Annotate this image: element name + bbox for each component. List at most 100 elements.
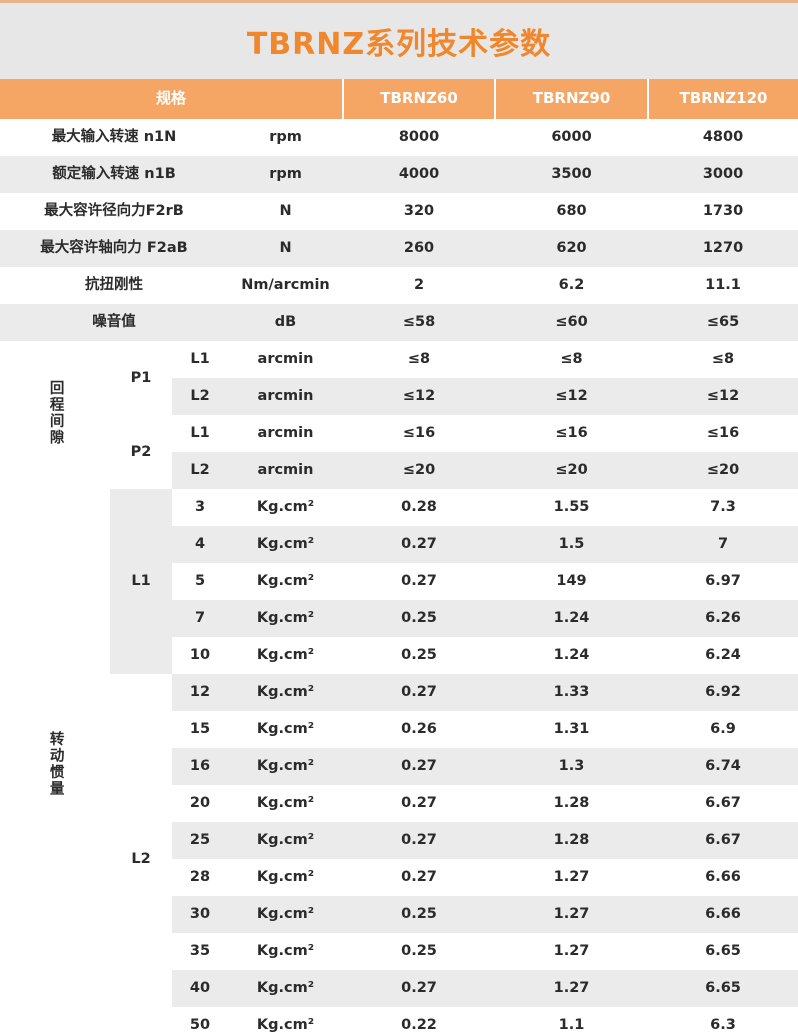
inertia-value-cell: 6.66 [648,896,798,933]
param-unit-cell: rpm [228,156,344,193]
inertia-value-cell: 0.27 [343,785,496,822]
inertia-ratio-cell: 3 [172,489,228,526]
inertia-value-cell: 6.66 [648,859,798,896]
inertia-unit-cell: Kg.cm² [228,822,344,859]
table-body: 最大输入转速 n1N rpm 8000 6000 4800 额定输入转速 n1B rpm 40… [0,119,798,1035]
inertia-unit-cell: Kg.cm² [228,1007,344,1035]
backlash-stage-cell: L2 [172,378,228,415]
inertia-ratio-cell: 7 [172,600,228,637]
inertia-unit-cell: Kg.cm² [228,748,344,785]
inertia-ratio-cell: 30 [172,896,228,933]
inertia-value-cell: 1.5 [495,526,649,563]
param-value-cell: 320 [343,193,496,230]
param-value-cell: 8000 [343,119,496,156]
param-value-cell: 6.2 [495,267,649,304]
param-value-cell: 1730 [648,193,798,230]
backlash-unit-cell: arcmin [228,452,344,489]
inertia-unit-cell: Kg.cm² [228,674,344,711]
inertia-value-cell: 1.27 [495,933,649,970]
param-value-cell: ≤60 [495,304,649,341]
param-unit-cell: N [228,230,344,267]
backlash-precision-label: P1 [110,341,172,415]
param-unit-cell: dB [228,304,344,341]
table-row: 最大容许径向力F2rB N 320 680 1730 [0,193,798,230]
inertia-value-cell: 6.74 [648,748,798,785]
backlash-group-label: 回程间隙 [0,341,110,489]
table-row: 10 Kg.cm² 0.25 1.24 6.24 [0,637,798,674]
table-row: 回程间隙 P1 L1 arcmin ≤8 ≤8 ≤8 [0,341,798,489]
inertia-value-cell: 0.25 [343,600,496,637]
param-value-cell: 4000 [343,156,496,193]
inertia-group-label: 转动惯量 [0,489,110,1035]
inertia-value-cell: 1.1 [495,1007,649,1035]
param-name-cell: 最大容许径向力F2rB [0,193,228,230]
backlash-precision-label: P2 [110,415,172,489]
inertia-ratio-cell: 5 [172,563,228,600]
inertia-unit-cell: Kg.cm² [228,896,344,933]
inertia-value-cell: 6.97 [648,563,798,600]
table-row: 15 Kg.cm² 0.26 1.31 6.9 [0,711,798,748]
inertia-value-cell: 0.27 [343,748,496,785]
inertia-value-cell: 6.65 [648,970,798,1007]
backlash-stage-cell: L2 [172,452,228,489]
table-row: 抗扭刚性 Nm/arcmin 2 6.2 11.1 [0,267,798,304]
inertia-value-cell: 0.27 [343,822,496,859]
inertia-value-cell: 1.27 [495,859,649,896]
param-value-cell: ≤58 [343,304,496,341]
param-value-cell: 4800 [648,119,798,156]
inertia-value-cell: 1.3 [495,748,649,785]
table-row: 5 Kg.cm² 0.27 149 6.97 [0,563,798,600]
inertia-value-cell: 6.9 [648,711,798,748]
table-header-row: 规格 TBRNZ60 TBRNZ90 TBRNZ120 [0,79,798,119]
inertia-ratio-cell: 12 [172,674,228,711]
param-unit-cell: N [228,193,344,230]
backlash-value-cell: ≤16 [343,415,496,452]
table-row: 最大输入转速 n1N rpm 8000 6000 4800 [0,119,798,156]
inertia-value-cell: 6.26 [648,600,798,637]
param-name-cell: 抗扭刚性 [0,267,228,304]
table-row: 40 Kg.cm² 0.27 1.27 6.65 [0,970,798,1007]
table-row: 20 Kg.cm² 0.27 1.28 6.67 [0,785,798,822]
inertia-ratio-cell: 10 [172,637,228,674]
inertia-value-cell: 1.27 [495,896,649,933]
inertia-ratio-cell: 20 [172,785,228,822]
inertia-unit-cell: Kg.cm² [228,526,344,563]
backlash-stage-cell: L1 [172,415,228,452]
inertia-value-cell: 1.24 [495,637,649,674]
inertia-unit-cell: Kg.cm² [228,489,344,526]
table-row: 35 Kg.cm² 0.25 1.27 6.65 [0,933,798,970]
top-accent-rule [0,0,798,3]
backlash-value-cell: ≤16 [648,415,798,452]
backlash-value-cell: ≤20 [495,452,649,489]
table-row: L2 arcmin ≤12 ≤12 ≤12 [0,378,798,415]
technical-parameters-table: 规格 TBRNZ60 TBRNZ90 TBRNZ120 最大输入转速 n1N rp… [0,79,798,1035]
table-header: 规格 TBRNZ60 TBRNZ90 TBRNZ120 [0,79,798,119]
table-row: P2 L1 arcmin ≤16 ≤16 ≤16 [0,415,798,489]
table-row: 7 Kg.cm² 0.25 1.24 6.26 [0,600,798,637]
inertia-value-cell: 6.92 [648,674,798,711]
inertia-value-cell: 1.27 [495,970,649,1007]
inertia-unit-cell: Kg.cm² [228,600,344,637]
inertia-value-cell: 1.28 [495,822,649,859]
table-row: L2 12 Kg.cm² 0.27 1.33 6.92 [0,674,798,1035]
inertia-value-cell: 1.24 [495,600,649,637]
param-name-cell: 最大容许轴向力 F2aB [0,230,228,267]
inertia-value-cell: 0.27 [343,859,496,896]
inertia-unit-cell: Kg.cm² [228,859,344,896]
backlash-value-cell: ≤8 [343,341,496,378]
header-model-tbrnz120: TBRNZ120 [648,79,798,119]
backlash-value-cell: ≤12 [343,378,496,415]
inertia-value-cell: 6.3 [648,1007,798,1035]
param-name-cell: 噪音值 [0,304,228,341]
param-value-cell: ≤65 [648,304,798,341]
table-row: 25 Kg.cm² 0.27 1.28 6.67 [0,822,798,859]
inertia-unit-cell: Kg.cm² [228,970,344,1007]
param-value-cell: 3000 [648,156,798,193]
param-value-cell: 680 [495,193,649,230]
inertia-value-cell: 0.26 [343,711,496,748]
inertia-value-cell: 1.55 [495,489,649,526]
inertia-value-cell: 7 [648,526,798,563]
table-row: 噪音值 dB ≤58 ≤60 ≤65 [0,304,798,341]
inertia-unit-cell: Kg.cm² [228,563,344,600]
inertia-unit-cell: Kg.cm² [228,933,344,970]
